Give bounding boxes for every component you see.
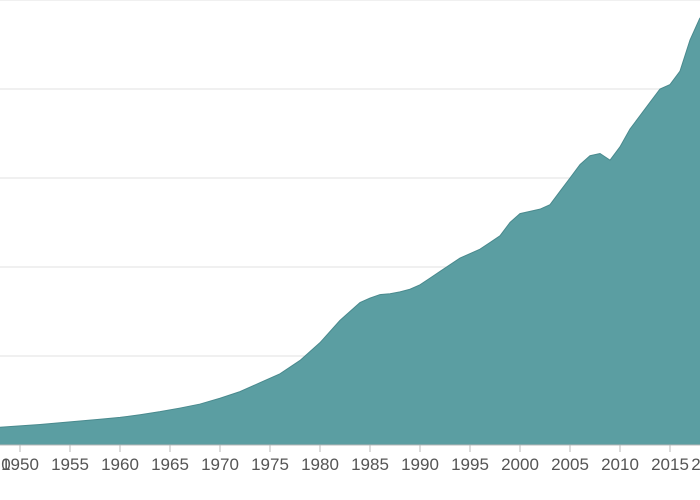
x-tick-label: 2015 <box>651 455 689 474</box>
x-tick-label-partial-left: 0 <box>1 455 10 474</box>
area-chart: 1950195519601965197019751980198519901995… <box>0 0 700 500</box>
x-tick-label: 1985 <box>351 455 389 474</box>
x-tick-label: 1955 <box>51 455 89 474</box>
x-tick-label: 1990 <box>401 455 439 474</box>
x-tick-label: 1965 <box>151 455 189 474</box>
x-tick-label: 1960 <box>101 455 139 474</box>
x-tick-label: 2010 <box>601 455 639 474</box>
x-tick-label: 2005 <box>551 455 589 474</box>
x-tick-label: 1970 <box>201 455 239 474</box>
x-tick-label: 2000 <box>501 455 539 474</box>
x-tick-label: 1975 <box>251 455 289 474</box>
x-tick-label-partial-right: 2 <box>691 455 700 474</box>
x-tick-label: 1995 <box>451 455 489 474</box>
x-tick-label: 1980 <box>301 455 339 474</box>
chart-svg: 1950195519601965197019751980198519901995… <box>0 0 700 500</box>
